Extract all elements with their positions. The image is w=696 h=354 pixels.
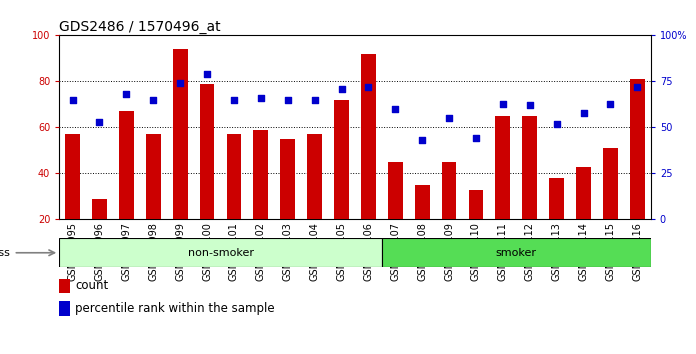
Bar — [603, 148, 618, 219]
Bar — [576, 166, 591, 219]
Point — [470, 136, 482, 141]
Point — [309, 97, 320, 103]
Point — [417, 137, 428, 143]
Bar — [307, 134, 322, 219]
Bar — [253, 130, 268, 219]
Point — [578, 110, 589, 115]
Text: percentile rank within the sample: percentile rank within the sample — [75, 302, 275, 315]
Bar — [59, 279, 70, 293]
Bar — [549, 178, 564, 219]
Point — [228, 97, 239, 103]
Point — [363, 84, 374, 90]
Text: smoker: smoker — [496, 248, 537, 258]
Bar — [119, 111, 134, 219]
Point — [443, 115, 454, 121]
Bar — [468, 189, 483, 219]
Point — [605, 101, 616, 106]
Text: GDS2486 / 1570496_at: GDS2486 / 1570496_at — [59, 19, 221, 34]
Point — [94, 119, 105, 125]
Point — [551, 121, 562, 127]
Point — [175, 80, 186, 86]
Bar — [146, 134, 161, 219]
Point — [255, 95, 267, 101]
Bar — [59, 301, 70, 316]
Bar — [388, 162, 403, 219]
Bar — [59, 238, 382, 267]
Bar — [280, 139, 295, 219]
Bar — [630, 79, 644, 219]
Bar — [496, 116, 510, 219]
Point — [148, 97, 159, 103]
Bar — [334, 100, 349, 219]
Point — [524, 103, 535, 108]
Point — [336, 86, 347, 92]
Bar — [523, 116, 537, 219]
Point — [390, 106, 401, 112]
Bar — [442, 162, 457, 219]
Bar — [200, 84, 214, 219]
Bar — [173, 49, 187, 219]
Bar — [227, 134, 242, 219]
Point — [202, 71, 213, 77]
Bar — [382, 238, 651, 267]
Bar — [361, 54, 376, 219]
Point — [498, 101, 509, 106]
Point — [67, 97, 78, 103]
Bar — [65, 134, 80, 219]
Point — [632, 84, 643, 90]
Bar — [415, 185, 429, 219]
Text: count: count — [75, 279, 109, 292]
Point — [121, 91, 132, 97]
Text: stress: stress — [0, 248, 10, 258]
Text: non-smoker: non-smoker — [187, 248, 253, 258]
Bar — [92, 199, 107, 219]
Point — [282, 97, 293, 103]
